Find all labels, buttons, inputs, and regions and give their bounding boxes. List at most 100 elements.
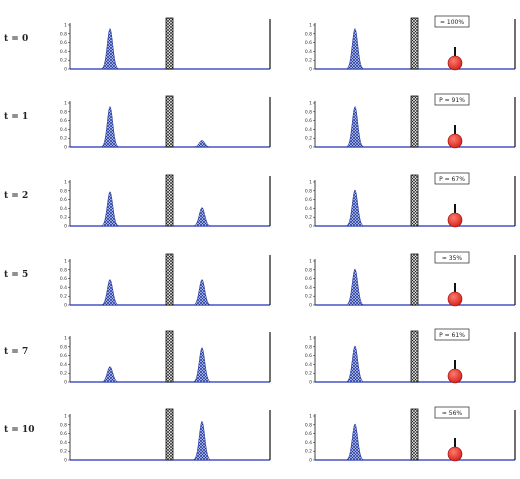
y-tick-label: 1 [64, 101, 67, 107]
y-tick-label: 0.4 [305, 206, 312, 212]
y-tick-label: 1 [64, 259, 67, 265]
legend-box [434, 93, 470, 106]
y-tick-label: 0.6 [60, 276, 67, 282]
y-tick-label: 0.2 [305, 371, 312, 377]
wavepacket-peak [346, 345, 364, 383]
y-tick-label: 0.8 [60, 267, 67, 273]
legend-box [434, 15, 470, 28]
wavepacket-peak [346, 106, 364, 148]
y-tick-label: 0 [309, 458, 312, 464]
y-tick-label: 0.2 [60, 449, 67, 455]
y-tick-label: 0.4 [60, 206, 67, 212]
wavepacket-peak [346, 423, 364, 461]
barrier [165, 174, 174, 227]
panel-right-row-1: 1 0.8 0.6 0.4 0.2 0 P = 91% [305, 93, 516, 151]
panel-right-row-3: 1 0.8 0.6 0.4 0.2 0 = 35% [305, 251, 516, 309]
y-tick-label: 0.4 [305, 127, 312, 133]
y-tick-label: 0.8 [60, 422, 67, 428]
y-tick-label: 0.2 [305, 294, 312, 300]
detector-ball [447, 55, 463, 71]
row-label-5: t = 10 [4, 425, 35, 435]
wavepacket-peak [101, 366, 119, 383]
detector-ball [447, 291, 463, 307]
legend-text: P = 67% [439, 176, 465, 183]
detector-ball [447, 446, 463, 462]
barrier [165, 253, 174, 306]
barrier [410, 253, 419, 306]
y-tick-label: 0.8 [305, 188, 312, 194]
y-tick-label: 0.8 [305, 267, 312, 273]
y-tick-label: 0 [64, 303, 67, 309]
wavepacket-peak [101, 191, 119, 227]
y-tick-label: 0.2 [305, 136, 312, 142]
wavepacket-peak [101, 106, 119, 148]
y-tick-label: 1 [309, 180, 312, 186]
legend-text: P = 91% [439, 97, 465, 104]
wavepacket-peak [101, 28, 119, 70]
barrier [165, 17, 174, 70]
wavepacket-peak [193, 279, 211, 306]
y-tick-label: 0.6 [60, 40, 67, 46]
barrier [165, 330, 174, 383]
y-tick-label: 0.8 [60, 344, 67, 350]
y-tick-label: 0.2 [305, 58, 312, 64]
panel-right-row-0: 1 0.8 0.6 0.4 0.2 0 = 100% [305, 15, 516, 73]
y-tick-label: 0.8 [305, 31, 312, 37]
barrier [410, 95, 419, 148]
panel-left-row-0: 1 0.8 0.6 0.4 0.2 0 [60, 17, 271, 73]
panel-left-row-3: 1 0.8 0.6 0.4 0.2 0 [60, 253, 271, 309]
probability-legend: = 35% [434, 251, 470, 264]
barrier [410, 330, 419, 383]
y-tick-label: 0.6 [60, 431, 67, 437]
row-label-4: t = 7 [4, 347, 28, 357]
y-tick-label: 1 [309, 336, 312, 342]
legend-text: = 56% [442, 410, 463, 417]
y-tick-label: 0 [309, 303, 312, 309]
y-tick-label: 0 [309, 224, 312, 230]
y-tick-label: 0 [309, 145, 312, 151]
y-tick-label: 0.4 [60, 285, 67, 291]
y-tick-label: 0 [64, 145, 67, 151]
panel-right-row-2: 1 0.8 0.6 0.4 0.2 0 P = 67% [305, 172, 516, 230]
probability-legend: = 56% [434, 406, 470, 419]
y-tick-label: 1 [309, 414, 312, 420]
rows-layer: t = 0 1 0.8 0.6 0.4 0.2 0 1 0.8 0.6 0.4 0.2 0 = 100% t… [4, 15, 516, 464]
y-tick-label: 1 [64, 180, 67, 186]
wavepacket-peak [101, 279, 119, 306]
y-tick-label: 0.8 [305, 422, 312, 428]
y-tick-label: 0.6 [305, 118, 312, 124]
row-label-2: t = 2 [4, 191, 28, 201]
y-tick-label: 0.2 [305, 215, 312, 221]
legend-box [434, 172, 470, 185]
y-tick-label: 0.2 [60, 58, 67, 64]
barrier [410, 174, 419, 227]
y-tick-label: 0.4 [60, 49, 67, 55]
barrier [165, 95, 174, 148]
wavepacket-peak [346, 268, 364, 306]
y-tick-label: 0.8 [60, 31, 67, 37]
panel-right-row-4: 1 0.8 0.6 0.4 0.2 0 P = 61% [305, 328, 516, 386]
probability-legend: = 100% [434, 15, 470, 28]
wavepacket-peak [346, 28, 364, 70]
detector-ball [447, 212, 463, 228]
y-tick-label: 0.4 [305, 362, 312, 368]
legend-box [434, 251, 470, 264]
y-tick-label: 0 [309, 67, 312, 73]
probability-legend: P = 67% [434, 172, 470, 185]
y-tick-label: 0.6 [305, 276, 312, 282]
y-tick-label: 0.8 [60, 109, 67, 115]
y-tick-label: 0 [64, 67, 67, 73]
wavepacket-peak [193, 140, 211, 148]
y-tick-label: 0.4 [305, 440, 312, 446]
barrier [410, 17, 419, 70]
panel-left-row-5: 1 0.8 0.6 0.4 0.2 0 [60, 408, 271, 464]
y-tick-label: 0 [309, 380, 312, 386]
wavepacket-peak [346, 189, 364, 227]
y-tick-label: 0.2 [305, 449, 312, 455]
y-tick-label: 0.6 [305, 353, 312, 359]
y-tick-label: 0.8 [305, 109, 312, 115]
y-tick-label: 0.4 [305, 285, 312, 291]
wavepacket-peak [193, 347, 211, 383]
y-tick-label: 0 [64, 380, 67, 386]
detector-ball [447, 133, 463, 149]
